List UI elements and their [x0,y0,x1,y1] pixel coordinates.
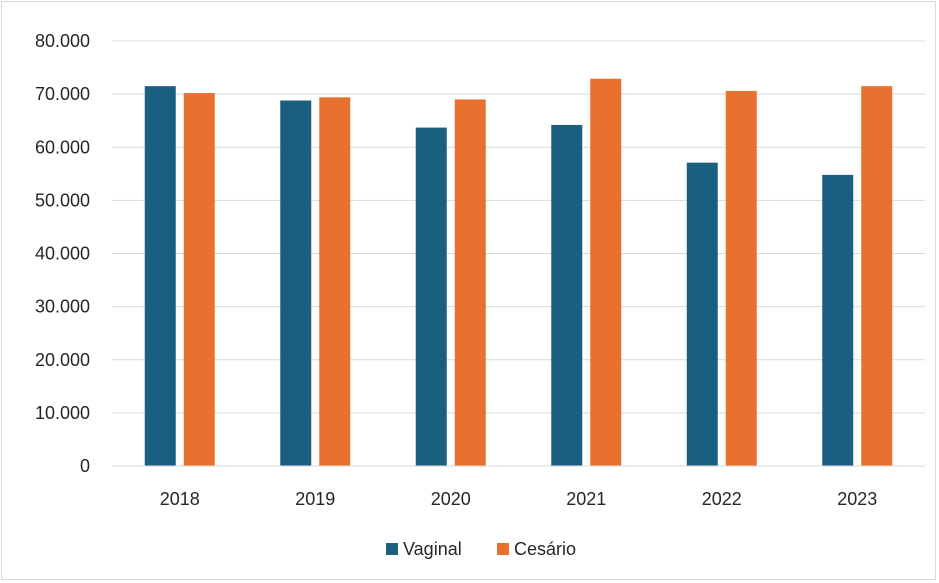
x-tick-label: 2023 [837,489,877,509]
bar-vaginal-2019 [280,100,312,466]
bar-vaginal-2020 [415,127,447,466]
y-tick-label: 0 [80,456,90,476]
legend-swatch [386,543,398,555]
y-axis-ticks: 0 10.000 20.000 30.000 40.000 50.000 60.000 70.… [35,31,90,476]
x-tick-label: 2019 [295,489,335,509]
y-tick-label: 80.000 [35,31,90,51]
x-tick-label: 2020 [431,489,471,509]
bar-cesrio-2018 [183,93,215,466]
bar-cesrio-2020 [454,99,486,466]
legend: Vaginal Cesário [386,539,576,559]
y-tick-label: 10.000 [35,403,90,423]
legend-swatch [497,543,509,555]
bar-vaginal-2018 [144,86,176,466]
gridlines [112,40,925,414]
legend-label: Vaginal [403,539,462,559]
bar-vaginal-2023 [822,174,854,466]
bar-cesrio-2021 [590,78,622,466]
y-tick-label: 70.000 [35,84,90,104]
bar-vaginal-2021 [551,124,583,466]
bar-cesrio-2019 [319,97,351,466]
x-tick-label: 2021 [566,489,606,509]
x-axis-ticks: 2018 2019 2020 2021 2022 2023 [160,489,878,509]
bars [144,78,893,466]
bar-vaginal-2022 [686,162,718,466]
y-tick-label: 20.000 [35,350,90,370]
y-tick-label: 60.000 [35,137,90,157]
legend-label: Cesário [514,539,576,559]
y-tick-label: 30.000 [35,297,90,317]
y-tick-label: 40.000 [35,244,90,264]
bar-cesrio-2022 [725,90,757,466]
y-tick-label: 50.000 [35,190,90,210]
x-tick-label: 2022 [702,489,742,509]
bar-cesrio-2023 [861,86,893,466]
x-tick-label: 2018 [160,489,200,509]
